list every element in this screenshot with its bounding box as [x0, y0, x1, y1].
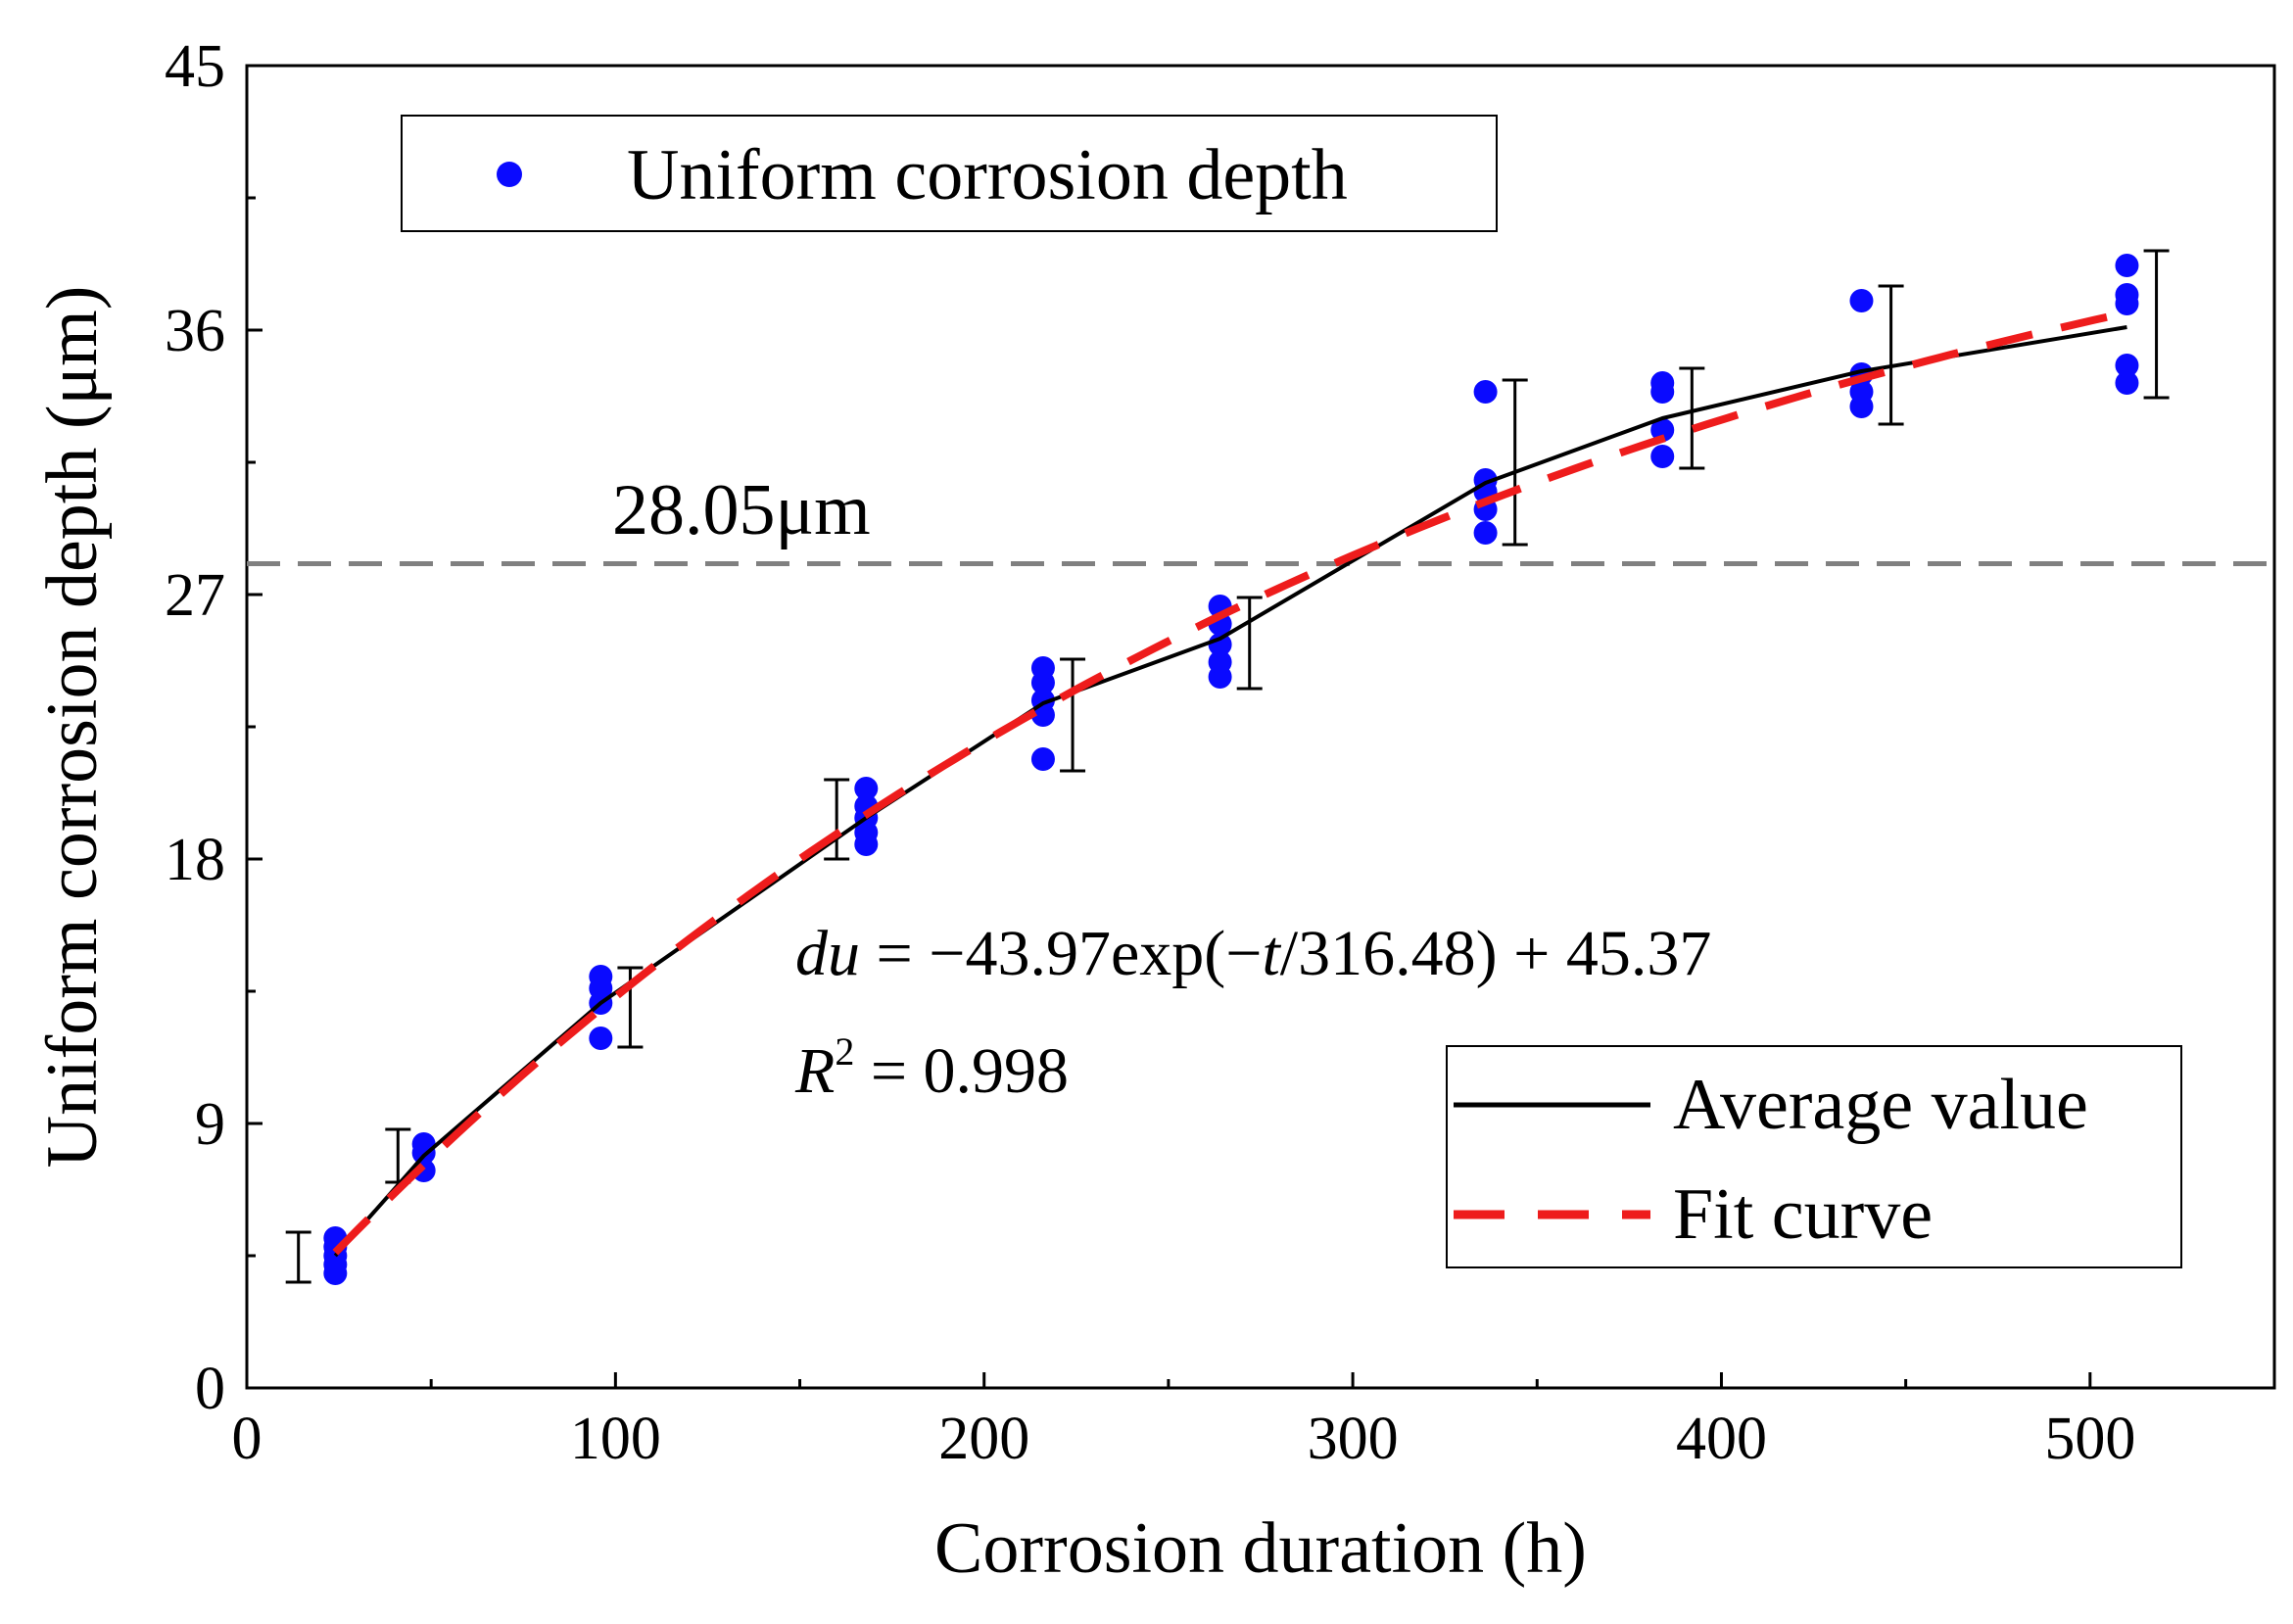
y-tick-label: 18: [165, 827, 225, 893]
legend-bottom-box: [1446, 1045, 2182, 1268]
data-point: [1650, 445, 1675, 468]
eq-coef: = −43.97: [860, 918, 1111, 989]
legend-average-label: Average value: [1673, 1065, 2088, 1145]
data-point: [1650, 371, 1675, 395]
y-tick-label: 0: [195, 1356, 225, 1422]
error-bar: [1236, 596, 1263, 691]
r2-value: = 0.998: [854, 1035, 1069, 1107]
data-point: [1208, 650, 1232, 674]
error-bar: [285, 1230, 311, 1284]
x-tick-label: 100: [570, 1406, 661, 1472]
data-point: [2115, 354, 2139, 377]
data-point: [589, 1027, 613, 1050]
data-point: [1473, 521, 1498, 545]
y-tick-label: 45: [165, 33, 225, 100]
data-point: [1849, 380, 1874, 404]
error-bar: [1060, 657, 1086, 773]
x-tick-label: 0: [232, 1406, 263, 1472]
data-point: [1473, 380, 1498, 404]
data-point: [411, 1132, 436, 1156]
eq-rest: /316.48) + 45.37: [1280, 918, 1712, 989]
data-point: [854, 777, 879, 800]
series-layer: [285, 249, 2170, 1285]
data-point: [2115, 283, 2139, 307]
fit-curve: [332, 309, 2128, 1256]
eq-lhs: du: [795, 918, 860, 989]
error-bar: [1679, 366, 1705, 470]
r2-exp: 2: [835, 1029, 854, 1074]
x-axis-title: Corrosion duration (h): [934, 1508, 1587, 1589]
y-tick-label: 27: [165, 562, 225, 629]
data-point: [1650, 418, 1675, 442]
data-point: [2115, 254, 2139, 277]
fit-equation: du = −43.97exp(−t/316.48) + 45.37: [795, 918, 1711, 989]
data-point: [1030, 747, 1055, 771]
y-tick-label: 36: [165, 298, 225, 364]
legend-fit-label: Fit curve: [1673, 1174, 1933, 1255]
legend-top: Uniform corrosion depth: [401, 115, 1498, 232]
threshold-label: 28.05μm: [612, 470, 871, 550]
legend-bottom: Average value Fit curve: [1446, 1045, 2182, 1268]
error-bar: [2143, 249, 2170, 400]
error-bar: [824, 778, 850, 861]
r-squared: R2 = 0.998: [794, 1029, 1069, 1107]
data-point: [2115, 371, 2139, 395]
legend-scatter-marker: [497, 162, 522, 187]
x-tick-label: 500: [2044, 1406, 2135, 1472]
eq-open: (−: [1204, 918, 1262, 989]
y-tick-label: 9: [195, 1091, 225, 1158]
y-axis-title: Uniform corrosion depth (μm): [32, 286, 113, 1169]
equation-annotation: du = −43.97exp(−t/316.48) + 45.37 R2 = 0…: [794, 918, 1711, 1107]
legend-top-label: Uniform corrosion depth: [627, 135, 1348, 215]
eq-var: t: [1262, 918, 1281, 989]
error-bar: [1878, 284, 1904, 426]
x-tick-label: 300: [1308, 1406, 1399, 1472]
data-point: [589, 965, 613, 988]
axis-ticks: 0 100 200 300 400 500 0 9 18 27 36 45: [165, 33, 2135, 1472]
data-point: [1208, 633, 1232, 656]
error-bar: [1502, 378, 1528, 547]
data-point: [1030, 656, 1055, 680]
x-tick-label: 200: [938, 1406, 1029, 1472]
eq-exp: exp: [1111, 918, 1204, 989]
legend-top-box: [401, 115, 1498, 232]
r2-var: R: [794, 1035, 835, 1107]
data-point: [1849, 289, 1874, 312]
x-tick-label: 400: [1676, 1406, 1767, 1472]
